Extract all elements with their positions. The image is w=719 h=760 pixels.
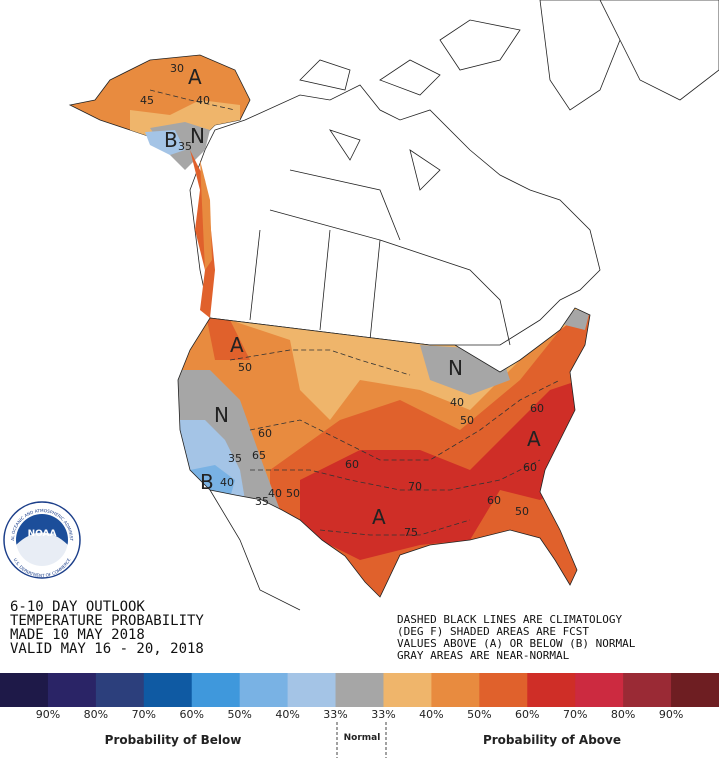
legend-swatch xyxy=(0,673,49,707)
legend-label: 40% xyxy=(275,708,299,721)
legend-swatch xyxy=(383,673,432,707)
legend-above: Probability of Above xyxy=(483,733,621,747)
map-label: 40 xyxy=(220,476,234,489)
legend-label: 50% xyxy=(227,708,251,721)
legend-swatch xyxy=(671,673,719,707)
title-line: VALID MAY 16 - 20, 2018 xyxy=(10,641,204,657)
legend-label: 60% xyxy=(180,708,204,721)
map-label: 75 xyxy=(404,526,418,539)
legend-swatch xyxy=(287,673,337,707)
title-line: 6-10 DAY OUTLOOK xyxy=(10,599,145,615)
legend-swatch xyxy=(95,673,145,707)
logo-name: NOAA xyxy=(28,529,57,539)
map-label: 60 xyxy=(523,461,537,474)
title-block: 6-10 DAY OUTLOOK TEMPERATURE PROBABILITY… xyxy=(10,599,204,657)
legend-swatch xyxy=(335,673,384,707)
map-label: 70 xyxy=(408,480,422,493)
logo-ring-top-path: NATIONAL OCEANIC AND ATMOSPHERIC ADMINIS… xyxy=(0,0,74,542)
legend-label: 70% xyxy=(132,708,156,721)
note-line: VALUES ABOVE (A) OR BELOW (B) NORMAL xyxy=(397,637,636,650)
note-line: (DEG F) SHADED AREAS ARE FCST xyxy=(397,625,589,638)
notes: DASHED BLACK LINES ARE CLIMATOLOGY (DEG … xyxy=(397,613,636,662)
legend-label: 90% xyxy=(36,708,60,721)
legend-label: 90% xyxy=(659,708,683,721)
map-label: N xyxy=(214,403,229,427)
legend-swatch xyxy=(431,673,480,707)
legend-label: 70% xyxy=(563,708,587,721)
map-label: 50 xyxy=(515,505,529,518)
note-line: GRAY AREAS ARE NEAR-NORMAL xyxy=(397,649,570,662)
map-label: B xyxy=(164,128,178,152)
legend-label: 80% xyxy=(611,708,635,721)
legend-swatch xyxy=(479,673,528,707)
map-label: 50 xyxy=(460,414,474,427)
legend-label: 60% xyxy=(515,708,539,721)
legend-swatch xyxy=(575,673,624,707)
map-label: A xyxy=(188,65,202,89)
map-label: 30 xyxy=(170,62,184,75)
map-label: A xyxy=(372,505,386,529)
climatology-lines xyxy=(149,89,561,536)
title-line: TEMPERATURE PROBABILITY xyxy=(10,613,204,629)
legend-swatch xyxy=(143,673,193,707)
legend-swatch xyxy=(527,673,576,707)
map-label: 60 xyxy=(345,458,359,471)
legend-label: 33% xyxy=(323,708,347,721)
map-label: 35 xyxy=(228,452,242,465)
map-label: 50 xyxy=(238,361,252,374)
legend: 90% 80% 70% 60% 50% 40% 33% 33% 40% 50% 60% 70% 80% 9… xyxy=(0,673,719,721)
map-label: 40 xyxy=(196,94,210,107)
legend-label: 40% xyxy=(419,708,443,721)
note-line: DASHED BLACK LINES ARE CLIMATOLOGY xyxy=(397,613,623,626)
legend-swatch xyxy=(623,673,672,707)
map-label: 60 xyxy=(258,427,272,440)
map-label: 60 xyxy=(530,402,544,415)
legend-label: 80% xyxy=(84,708,108,721)
map-label: 40 xyxy=(450,396,464,409)
legend-normal: Normal xyxy=(344,733,381,743)
legend-swatch xyxy=(47,673,97,707)
map-label: 45 xyxy=(140,94,154,107)
map-label: 60 xyxy=(487,494,501,507)
us-outline xyxy=(177,307,591,598)
title-line: MADE 10 MAY 2018 xyxy=(10,627,145,643)
map-label: 35 xyxy=(255,495,269,508)
legend-label: 33% xyxy=(371,708,395,721)
map-label: N xyxy=(190,124,205,148)
map-label: 40 xyxy=(268,487,282,500)
logo-ring-top: NATIONAL OCEANIC AND ATMOSPHERIC ADMINIS… xyxy=(0,0,74,542)
map-label: 50 xyxy=(286,487,300,500)
map-label: 35 xyxy=(178,140,192,153)
legend-swatch xyxy=(191,673,241,707)
map-label: 65 xyxy=(252,449,266,462)
map-labels: A 30 45 40 B N 35 A 50 N 60 65 B 40 35 3… xyxy=(140,62,544,539)
legend-label: 50% xyxy=(467,708,491,721)
alaska xyxy=(68,54,251,318)
map-label: B xyxy=(200,470,214,494)
noaa-logo: NOAA NATIONAL OCEANIC AND ATMOSPHERIC AD… xyxy=(0,0,81,579)
map-label: A xyxy=(230,333,244,357)
map-label: N xyxy=(448,356,463,380)
map-label: A xyxy=(527,427,541,451)
legend-swatch xyxy=(239,673,289,707)
legend-below: Probability of Below xyxy=(105,733,242,747)
